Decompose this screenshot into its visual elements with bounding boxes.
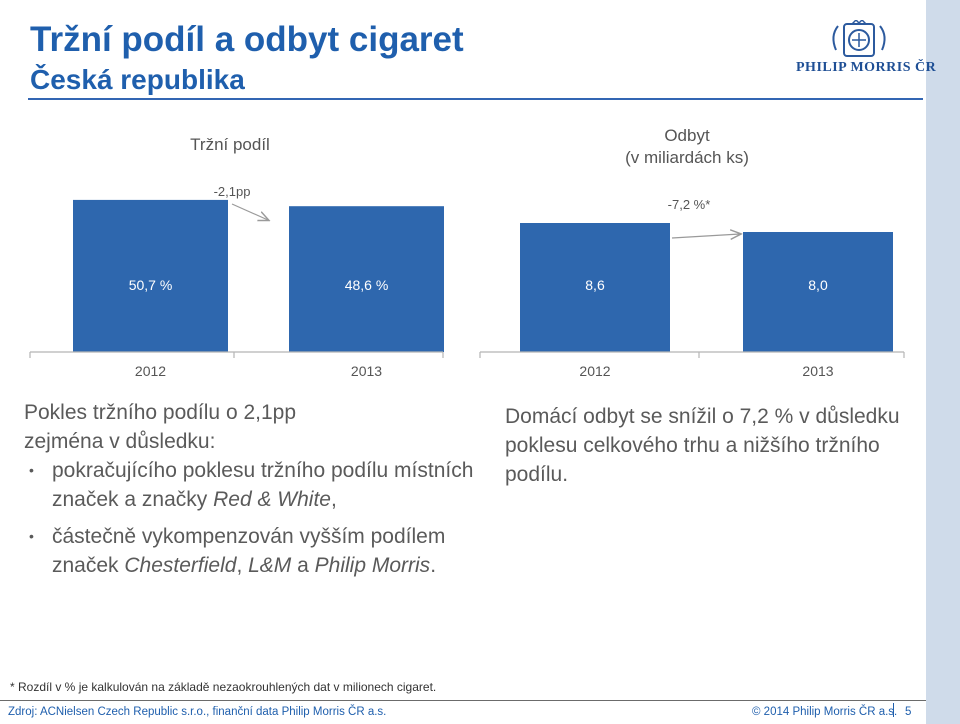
chart-subtitle: (v miliardách ks) — [625, 148, 749, 167]
right-decor-band — [926, 0, 960, 724]
bullet-icon: • — [29, 462, 34, 478]
page-title: Tržní podíl a odbyt cigaret — [30, 20, 464, 59]
x-tick-label: 2013 — [802, 363, 833, 379]
title-divider — [28, 98, 923, 100]
copyright-text: © 2014 Philip Morris ČR a.s. — [752, 706, 898, 718]
bar-value-label: 8,0 — [808, 277, 828, 293]
x-tick-label: 2013 — [351, 363, 382, 379]
left-heading-line2: zejména v důsledku: — [24, 430, 216, 453]
bar-2012 — [520, 223, 670, 352]
page-subtitle: Česká republika — [30, 64, 245, 95]
crest-icon — [832, 18, 886, 57]
chart-title: Odbyt — [664, 126, 710, 145]
bar-value-label: 8,6 — [585, 277, 605, 293]
bar-value-label: 50,7 % — [129, 277, 173, 293]
bar-2012 — [73, 199, 228, 352]
page-separator — [893, 703, 894, 717]
bullet-item-1: • pokračujícího poklesu tržního podílu m… — [24, 456, 494, 514]
bullet2-text: částečně vykompenzován vyšším podílem zn… — [52, 525, 446, 577]
bullet2-brand-3: Philip Morris — [314, 554, 431, 577]
bullet2-sep-2: a — [291, 554, 315, 577]
bullet2-sep-1: , — [236, 554, 249, 577]
footnote: * Rozdíl v % je kalkulován na základě ne… — [10, 680, 437, 694]
bullet-item-2: • částečně vykompenzován vyšším podílem … — [24, 522, 494, 580]
left-commentary: Pokles tržního podílu o 2,1pp zejména v d… — [24, 398, 494, 580]
bar-2013 — [743, 232, 893, 352]
bullet1-brand: Red & White — [213, 488, 331, 511]
bar-value-label: 48,6 % — [345, 277, 389, 293]
bullet2-brand-1: Chesterfield — [124, 554, 237, 577]
chart-title: Tržní podíl — [190, 135, 270, 154]
x-tick-label: 2012 — [135, 363, 166, 379]
left-heading-line1: Pokles tržního podílu o 2,1pp — [24, 401, 297, 424]
bar-2013 — [289, 206, 444, 352]
bar-charts: Tržní podíl -2,1pp 50,7 % 2012 48,6 % 2013 Odb… — [29, 126, 905, 379]
footer-divider — [0, 700, 926, 701]
logo-text: PHILIP MORRIS ČR — [796, 60, 937, 75]
right-commentary: Domácí odbyt se snížil o 7,2 % v důsledk… — [505, 405, 900, 486]
page-number: 5 — [905, 706, 912, 718]
bullet1-end: , — [330, 488, 337, 511]
source-text: Zdroj: ACNielsen Czech Republic s.r.o., … — [8, 706, 387, 718]
bullet-icon: • — [29, 528, 34, 544]
left-heading: Pokles tržního podílu o 2,1pp zejména v d… — [24, 398, 494, 456]
change-arrow-icon — [671, 234, 740, 238]
philip-morris-logo: PHILIP MORRIS ČR — [796, 18, 937, 82]
change-label: -2,1pp — [214, 184, 251, 199]
bullet1-text: pokračujícího poklesu tržního podílu mís… — [52, 459, 474, 511]
bullet2-end: . — [430, 554, 437, 577]
change-label: -7,2 %* — [668, 197, 711, 212]
change-arrow-icon — [231, 203, 268, 220]
bullet2-brand-2: L&M — [248, 554, 292, 577]
x-tick-label: 2012 — [579, 363, 610, 379]
